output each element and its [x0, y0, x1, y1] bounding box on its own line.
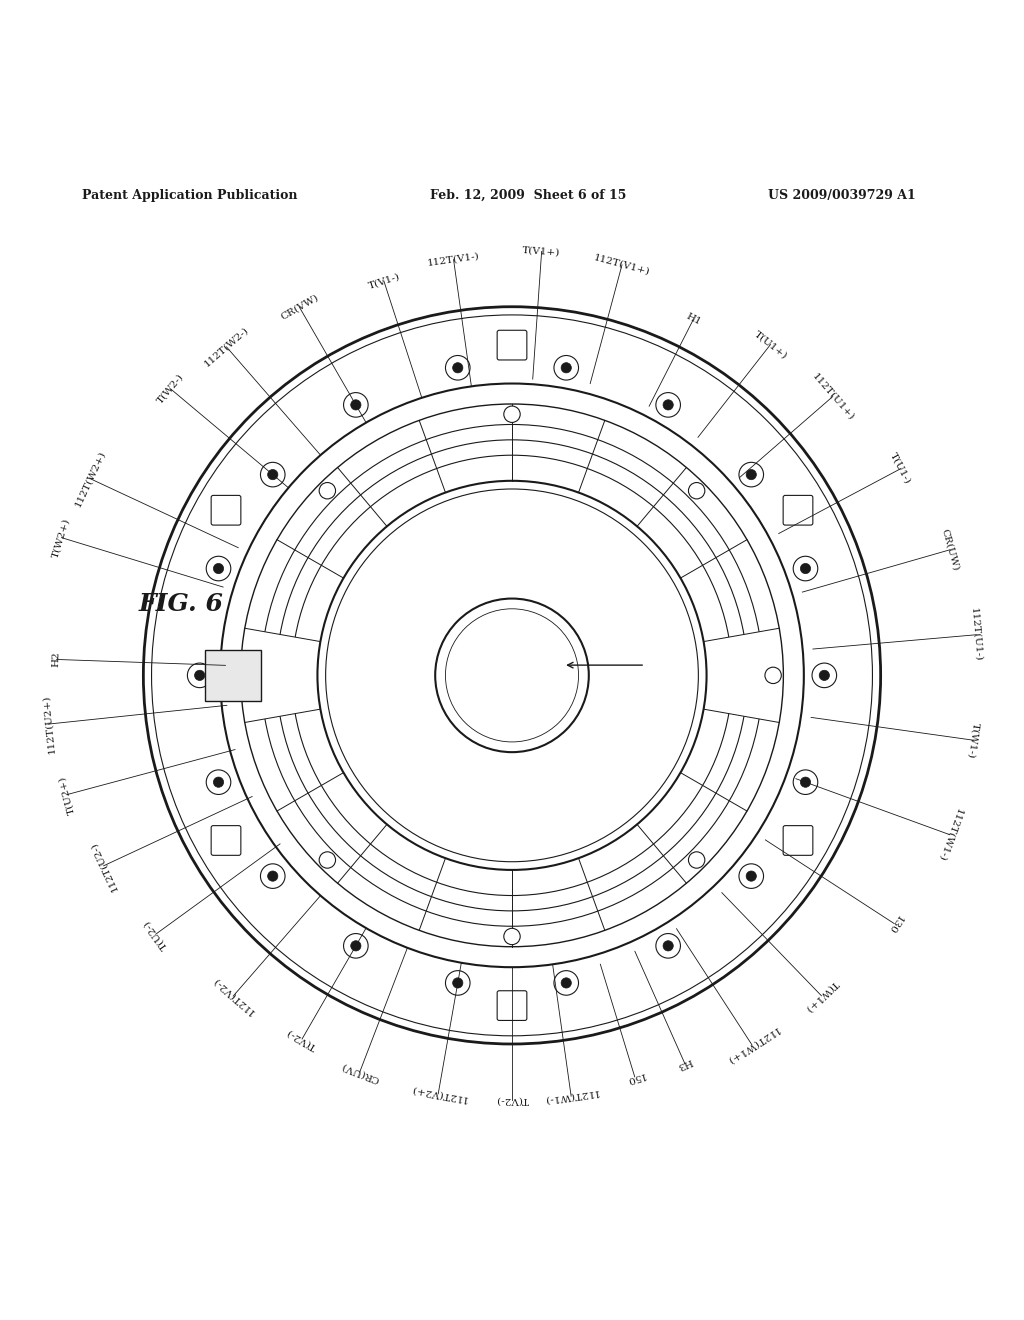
Circle shape: [656, 392, 681, 417]
Circle shape: [445, 970, 470, 995]
Text: 112T(U2+): 112T(U2+): [41, 694, 56, 754]
Circle shape: [504, 928, 520, 945]
Circle shape: [445, 355, 470, 380]
Text: 112T(U1+): 112T(U1+): [810, 371, 856, 422]
Circle shape: [504, 407, 520, 422]
Circle shape: [794, 556, 818, 581]
Circle shape: [663, 941, 673, 950]
Text: 112T(U1-): 112T(U1-): [970, 607, 983, 663]
Text: 112T(V1-): 112T(V1-): [427, 252, 480, 268]
FancyBboxPatch shape: [783, 825, 813, 855]
Text: 112T(V2-): 112T(V2-): [210, 975, 256, 1016]
Text: 112T(W1-): 112T(W1-): [543, 1088, 599, 1105]
Text: T(V2-): T(V2-): [286, 1027, 318, 1051]
Circle shape: [554, 970, 579, 995]
Circle shape: [765, 667, 781, 684]
FancyBboxPatch shape: [783, 495, 813, 525]
Circle shape: [739, 462, 764, 487]
Text: Feb. 12, 2009  Sheet 6 of 15: Feb. 12, 2009 Sheet 6 of 15: [430, 189, 627, 202]
Circle shape: [812, 663, 837, 688]
Circle shape: [664, 400, 674, 411]
Circle shape: [819, 671, 829, 681]
Text: FIG. 6: FIG. 6: [138, 591, 223, 615]
Circle shape: [187, 663, 212, 688]
Circle shape: [319, 851, 336, 869]
Circle shape: [260, 462, 285, 487]
Text: T(U1-): T(U1-): [889, 451, 912, 486]
Circle shape: [213, 777, 223, 787]
Circle shape: [453, 978, 463, 989]
Text: T(W1-): T(W1-): [967, 722, 980, 759]
FancyBboxPatch shape: [498, 330, 526, 360]
Circle shape: [794, 770, 818, 795]
Text: T(W2+): T(W2+): [51, 516, 72, 558]
Circle shape: [655, 933, 680, 958]
Circle shape: [319, 483, 336, 499]
Circle shape: [801, 777, 811, 787]
Text: H2: H2: [52, 652, 61, 668]
FancyBboxPatch shape: [205, 649, 261, 701]
Text: T(W2-): T(W2-): [156, 372, 185, 405]
Circle shape: [739, 863, 764, 888]
Text: 130: 130: [885, 912, 903, 935]
Circle shape: [746, 470, 757, 479]
Circle shape: [801, 564, 811, 574]
Circle shape: [206, 770, 230, 795]
FancyBboxPatch shape: [211, 495, 241, 525]
Circle shape: [561, 978, 571, 989]
Text: US 2009/0039729 A1: US 2009/0039729 A1: [768, 189, 915, 202]
Text: 112T(V1+): 112T(V1+): [593, 253, 651, 277]
Text: T(V1-): T(V1-): [367, 272, 400, 290]
Text: 112T(W1-): 112T(W1-): [936, 807, 964, 862]
Circle shape: [243, 667, 259, 684]
FancyBboxPatch shape: [497, 991, 526, 1020]
Circle shape: [267, 871, 278, 882]
Text: T(V1+): T(V1+): [522, 246, 561, 257]
Text: T(W1+): T(W1+): [804, 978, 840, 1014]
Circle shape: [561, 363, 571, 374]
Circle shape: [344, 392, 369, 417]
Text: CR(UW): CR(UW): [940, 528, 961, 572]
Text: 112T(W2+): 112T(W2+): [73, 449, 106, 508]
Circle shape: [554, 355, 579, 380]
Text: T(V2-): T(V2-): [496, 1096, 528, 1105]
Circle shape: [260, 863, 285, 888]
Circle shape: [688, 851, 705, 869]
Circle shape: [688, 483, 705, 499]
Text: H3: H3: [676, 1056, 694, 1071]
Circle shape: [206, 556, 230, 581]
Text: Patent Application Publication: Patent Application Publication: [82, 189, 297, 202]
Circle shape: [195, 671, 205, 681]
Text: T(U1+): T(U1+): [753, 329, 788, 360]
Circle shape: [746, 871, 757, 882]
Circle shape: [343, 933, 368, 958]
Text: CR(VW): CR(VW): [279, 293, 321, 322]
Circle shape: [350, 941, 360, 950]
Text: 112T(W1+): 112T(W1+): [724, 1024, 780, 1065]
FancyBboxPatch shape: [211, 825, 241, 855]
Text: 150: 150: [624, 1069, 645, 1084]
Text: H1: H1: [684, 312, 702, 327]
Text: 112T(W2-): 112T(W2-): [203, 325, 251, 368]
Circle shape: [213, 564, 223, 574]
Text: CR(UV): CR(UV): [339, 1061, 380, 1084]
Circle shape: [267, 470, 278, 479]
Text: T(U2+): T(U2+): [57, 775, 77, 814]
Circle shape: [350, 400, 361, 411]
Text: T(U2-): T(U2-): [142, 917, 169, 950]
Text: 112T(V2+): 112T(V2+): [409, 1085, 468, 1104]
Text: 112T(U2-): 112T(U2-): [88, 840, 119, 892]
Circle shape: [453, 363, 463, 374]
